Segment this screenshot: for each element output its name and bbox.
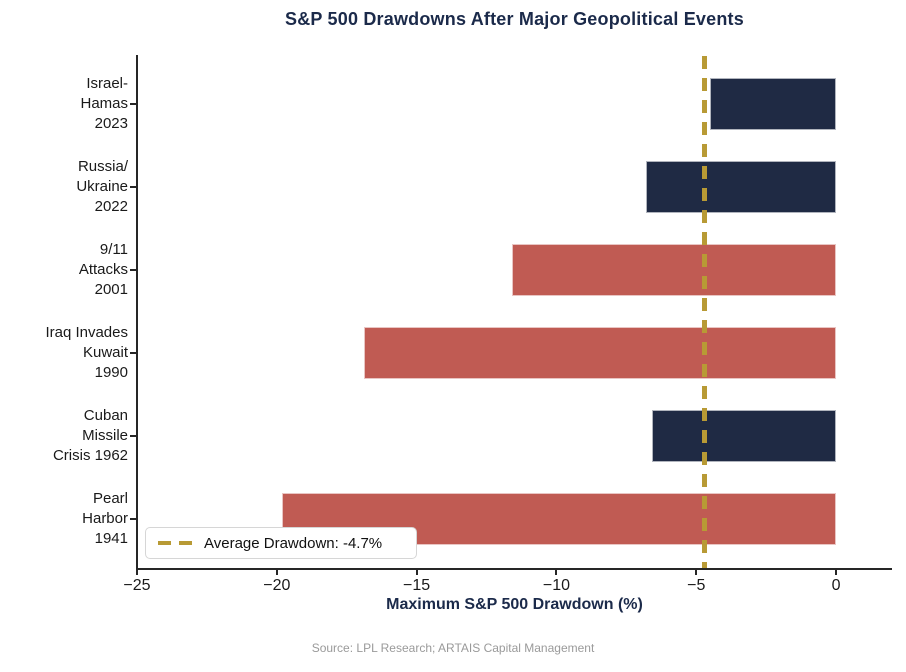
- bar-russia-ukraine-2022: [645, 160, 837, 213]
- y-tick-label: Iraq Invades Kuwait 1990: [45, 323, 128, 381]
- dashed-line-swatch: [158, 540, 192, 546]
- y-tick-label: Pearl Harbor 1941: [82, 489, 128, 547]
- y-tick-label: Israel- Hamas 2023: [80, 74, 128, 132]
- y-axis-tick: [130, 185, 137, 188]
- x-axis-line: [136, 568, 892, 570]
- y-axis-line: [136, 55, 138, 569]
- y-tick-label: Cuban Missile Crisis 1962: [52, 406, 128, 464]
- bar-cuban-missile-crisis-1962: [651, 409, 837, 462]
- x-axis-tick: [555, 568, 558, 575]
- legend-label: Average Drawdown: -4.7%: [204, 534, 383, 552]
- source-note: Source: LPL Research; ARTAIS Capital Man…: [311, 641, 595, 655]
- y-axis-tick: [130, 351, 137, 354]
- x-axis-title: Maximum S&P 500 Drawdown (%): [386, 596, 643, 613]
- x-tick-label: −5: [687, 577, 706, 594]
- x-tick-label: −25: [123, 577, 151, 594]
- bar-israel-hamas-2023: [710, 77, 837, 130]
- y-axis-tick: [130, 268, 137, 271]
- legend: Average Drawdown: -4.7%: [145, 527, 417, 559]
- x-tick-label: −10: [542, 577, 570, 594]
- x-tick-label: −15: [403, 577, 431, 594]
- x-tick-label: −20: [263, 577, 291, 594]
- x-axis-tick: [835, 568, 838, 575]
- average-drawdown-line: [702, 56, 708, 568]
- y-axis-tick: [130, 102, 137, 105]
- y-tick-label: Russia/ Ukraine 2022: [76, 157, 128, 215]
- y-tick-label: 9/11 Attacks 2001: [78, 240, 128, 298]
- x-tick-label: 0: [831, 577, 841, 594]
- x-axis-tick: [275, 568, 278, 575]
- bar-9-11-attacks-2001: [511, 243, 837, 296]
- chart-title: S&P 500 Drawdowns After Major Geopolitic…: [285, 9, 744, 29]
- bar-iraq-invades-kuwait-1990: [363, 326, 837, 379]
- x-axis-tick: [415, 568, 418, 575]
- x-axis-tick: [695, 568, 698, 575]
- x-axis-tick: [136, 568, 138, 575]
- y-axis-tick: [130, 517, 137, 520]
- y-axis-tick: [130, 434, 137, 437]
